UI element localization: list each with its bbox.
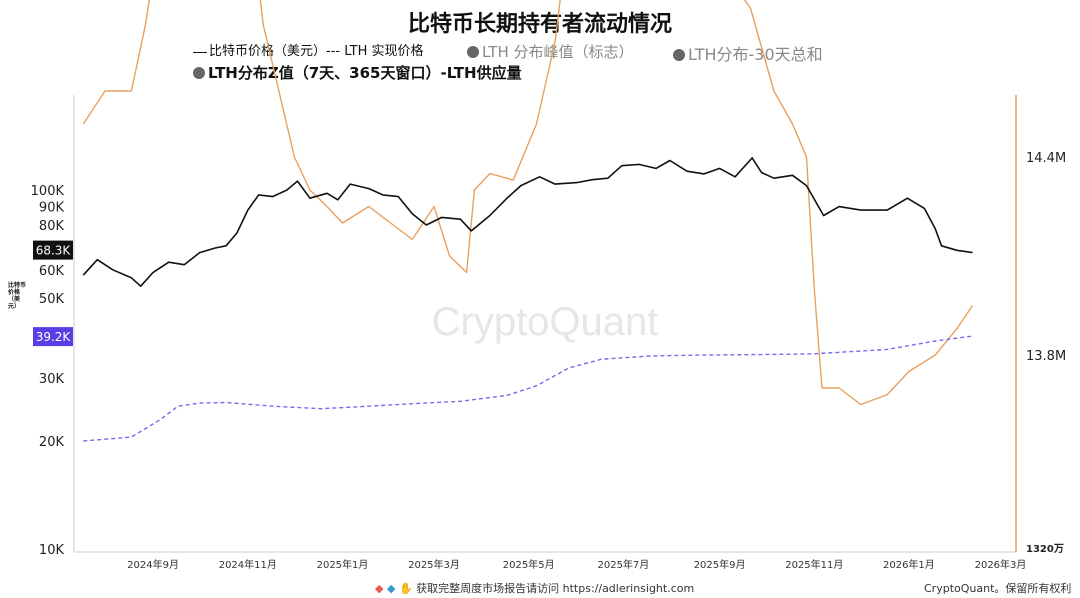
left-tick-label: 50K	[39, 292, 65, 307]
x-tick-label: 2025年1月	[317, 558, 369, 571]
realized-badge-label: 39.2K	[36, 330, 72, 344]
x-tick-label: 2025年9月	[694, 558, 746, 571]
x-tick-label: 2024年9月	[127, 558, 179, 571]
x-tick-label: 2025年5月	[503, 558, 555, 571]
legend-30d-label: LTH分布-30天总和	[688, 45, 823, 64]
ticks-layer: 2024年9月 2024年11月 2025年1月 2025年3月 2025年5月 2025…	[31, 151, 1067, 571]
legend-dot-icon	[467, 46, 479, 58]
left-tick-label: 60K	[39, 264, 65, 279]
legend-dot-icon	[193, 67, 205, 79]
legend-zscore-label: LTH分布Z值（7天、365天窗口）-LTH供应量	[208, 64, 522, 82]
left-tick-label: 80K	[39, 219, 65, 234]
diamond-icon: ◆	[375, 582, 384, 595]
x-tick-label: 2025年11月	[785, 558, 843, 571]
chart-title: 比特币长期持有者流动情况	[407, 12, 672, 37]
y-axis-label: 比特币价格（美元）	[8, 282, 27, 310]
footer-promo-text: 获取完整周度市场报告请访问 https://adlerinsight.com	[416, 582, 695, 595]
left-tick-label: 100K	[31, 184, 65, 199]
legend-30d[interactable]: LTH分布-30天总和	[673, 41, 823, 65]
x-tick-label: 2026年3月	[975, 558, 1027, 571]
legend-dot-icon	[673, 49, 685, 61]
x-tick-label: 2024年11月	[219, 558, 277, 571]
footer-promo[interactable]: ◆ ◆ ✋ 获取完整周度市场报告请访问 https://adlerinsight…	[375, 580, 694, 596]
legend-peak[interactable]: LTH 分布峰值（标志）	[467, 41, 634, 62]
x-tick-label: 2025年3月	[408, 558, 460, 571]
left-tick-label: 90K	[39, 201, 65, 216]
realized-badge-bg	[33, 327, 73, 347]
price-series-line	[82, 157, 973, 288]
gem-icon: ◆	[386, 582, 396, 595]
legend-price[interactable]: 比特币价格（美元）--- LTH 实现价格	[193, 40, 424, 59]
left-tick-label: 10K	[39, 543, 65, 558]
series-layer	[82, 0, 974, 442]
footer-brand: CryptoQuant。保留所有权利	[924, 582, 1072, 595]
left-tick-label: 30K	[39, 372, 65, 387]
price-badge-label: 68.3K	[36, 244, 72, 258]
realized-price-series-line	[83, 335, 973, 442]
legend-peak-label: LTH 分布峰值（标志）	[482, 43, 634, 61]
right-axis-bottom-label: 1320万	[1026, 543, 1064, 555]
x-tick-label: 2026年1月	[883, 558, 935, 571]
supply-series-line	[82, 0, 974, 406]
legend-price-label: 比特币价格（美元）--- LTH 实现价格	[209, 44, 424, 59]
legend-line-icon	[193, 52, 207, 53]
left-tick-label: 20K	[39, 435, 65, 450]
right-tick-label: 13.8M	[1026, 349, 1066, 364]
x-tick-label: 2025年7月	[597, 558, 649, 571]
watermark: CryptoQuant	[432, 300, 659, 344]
right-tick-label: 14.4M	[1026, 151, 1066, 166]
price-badge-bg	[33, 240, 73, 260]
legend-zscore[interactable]: LTH分布Z值（7天、365天窗口）-LTH供应量	[193, 62, 522, 83]
hands-icon: ✋	[398, 582, 413, 595]
